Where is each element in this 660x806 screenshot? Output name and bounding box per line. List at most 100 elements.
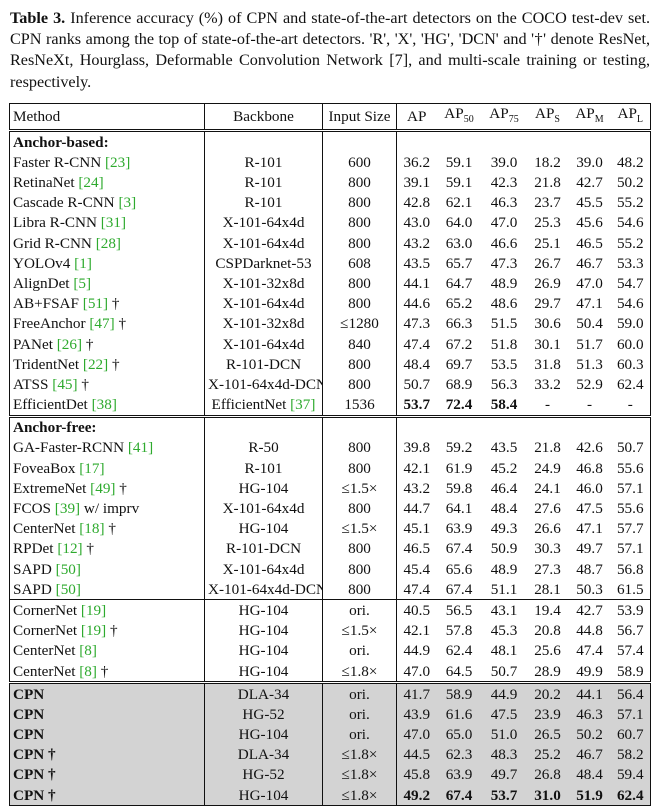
table-row: RPDet [12] † R-101-DCN 800 46.5 67.4 50.9 30.3… bbox=[9, 538, 651, 559]
method-name: FCOS bbox=[13, 500, 51, 517]
aps-value: 23.9 bbox=[526, 704, 569, 725]
input-size-cell: 800 bbox=[322, 374, 397, 395]
citation-link[interactable]: [17] bbox=[79, 459, 105, 477]
apm-value: 49.9 bbox=[576, 662, 603, 680]
method-name: CornerNet bbox=[13, 601, 78, 619]
backbone-name: HG-52 bbox=[242, 705, 285, 723]
backbone-cell: R-101 bbox=[204, 172, 323, 193]
citation-link[interactable]: [23] bbox=[104, 153, 131, 171]
citation-link[interactable]: [18] bbox=[79, 520, 105, 538]
ap75-value: 48.3 bbox=[481, 744, 527, 765]
method-suffix: † bbox=[44, 786, 56, 804]
caption-text: Inference accuracy (%) of CPN and state-… bbox=[10, 9, 651, 91]
header-apm: APM bbox=[568, 103, 611, 132]
apm-value: 46.3 bbox=[568, 704, 611, 725]
table-row: ATSS [45] † X-101-64x4d-DCN 800 50.7 68.9 56.… bbox=[9, 374, 651, 395]
citation-link[interactable]: [50] bbox=[55, 580, 81, 598]
table-row: CenterNet [18] † HG-104 ≤1.5× 45.1 63.9 49.3 2… bbox=[9, 518, 651, 539]
citation-link[interactable]: [49] bbox=[90, 479, 116, 497]
citation-link[interactable]: [51] bbox=[82, 295, 109, 313]
backbone-name: X-101-64x4d bbox=[222, 295, 305, 313]
table-row: AlignDet [5] X-101-32x8d 800 44.1 64.7 48.9 26… bbox=[9, 273, 651, 294]
citation-link[interactable]: [24] bbox=[78, 174, 104, 191]
backbone-name: R-101 bbox=[244, 459, 283, 477]
empty-cell bbox=[436, 129, 482, 153]
backbone-name: R-101 bbox=[244, 194, 283, 212]
backbone-name: R-50 bbox=[248, 439, 279, 457]
backbone-cell: R-101 bbox=[204, 458, 323, 479]
citation-link[interactable]: [3] bbox=[118, 194, 137, 212]
citation-link[interactable]: [8] bbox=[79, 642, 97, 660]
backbone-name: DLA-34 bbox=[237, 746, 290, 764]
empty-cell bbox=[610, 129, 651, 153]
backbone-name: HG-104 bbox=[238, 662, 289, 680]
empty-cell bbox=[526, 414, 569, 438]
citation-link[interactable]: [37] bbox=[286, 396, 316, 414]
apl-value: 60.3 bbox=[616, 355, 644, 373]
ap50-value: 65.7 bbox=[445, 254, 473, 272]
citation-link[interactable]: [28] bbox=[95, 234, 121, 252]
ap-value: 47.4 bbox=[403, 335, 431, 353]
citation-link[interactable]: [19] bbox=[80, 622, 107, 640]
aps-value: 27.3 bbox=[534, 560, 561, 578]
citation-link[interactable]: [5] bbox=[73, 274, 92, 292]
method-suffix: † bbox=[44, 746, 56, 764]
apm-value: 50.3 bbox=[576, 580, 603, 598]
citation-link[interactable]: [38] bbox=[91, 396, 117, 414]
method-name: CPN bbox=[13, 766, 45, 784]
backbone-name: R-101 bbox=[244, 174, 283, 191]
table-row: CPN HG-104 ori. 47.0 65.0 51.0 26.5 50.2 60.7 bbox=[9, 724, 651, 745]
ap75-value: 46.3 bbox=[490, 194, 518, 212]
ap50-value: 59.8 bbox=[445, 479, 473, 497]
backbone-cell: R-101-DCN bbox=[204, 354, 323, 375]
citation-link[interactable]: [19] bbox=[80, 601, 107, 619]
aps-value: 28.9 bbox=[534, 662, 561, 680]
citation-link[interactable]: [50] bbox=[55, 560, 81, 578]
aps-value: 26.8 bbox=[526, 764, 569, 786]
input-size-cell: 800 bbox=[322, 579, 397, 600]
input-size-cell: ori. bbox=[322, 704, 397, 725]
backbone-cell: HG-52 bbox=[204, 764, 323, 786]
table-row: GA-Faster-RCNN [41] R-50 800 39.8 59.2 43.5 21… bbox=[9, 437, 651, 459]
apm-value: 47.1 bbox=[576, 295, 603, 313]
table-row: EfficientDet [38] EfficientNet [37] 1536 53… bbox=[9, 394, 651, 417]
backbone-name: R-101-DCN bbox=[225, 540, 302, 558]
backbone-cell: X-101-64x4d bbox=[204, 293, 323, 314]
ap75-value: 56.3 bbox=[490, 375, 518, 393]
apm-value: 39.0 bbox=[576, 153, 603, 171]
citation-link[interactable]: [8] bbox=[79, 662, 97, 680]
backbone-name: X-101-64x4d-DCN bbox=[208, 580, 323, 598]
aps-value: 33.2 bbox=[534, 375, 561, 393]
ap50-value: 63.9 bbox=[445, 520, 473, 538]
citation-link[interactable]: [31] bbox=[100, 214, 127, 232]
citation-link[interactable]: [1] bbox=[74, 254, 92, 272]
method-cell: CPN bbox=[9, 704, 205, 725]
ap-value: 43.2 bbox=[403, 234, 431, 252]
citation-link[interactable]: [22] bbox=[82, 355, 109, 373]
apl-value: 53.3 bbox=[616, 254, 644, 272]
apl-value: 50.7 bbox=[616, 439, 644, 457]
method-cell: FoveaBox [17] bbox=[9, 458, 205, 479]
header-apl-base: AP bbox=[617, 105, 637, 122]
empty-cell bbox=[396, 129, 437, 153]
citation-link[interactable]: [26] bbox=[56, 335, 83, 353]
backbone-cell: HG-104 bbox=[204, 660, 323, 683]
citation-link[interactable]: [12] bbox=[57, 540, 83, 558]
citation-link[interactable]: [47] bbox=[89, 315, 115, 333]
aps-value: 25.6 bbox=[534, 642, 561, 660]
method-suffix: † bbox=[108, 355, 120, 373]
header-ap50: AP50 bbox=[436, 103, 482, 132]
header-backbone: Backbone bbox=[204, 103, 323, 132]
method-cell: SAPD [50] bbox=[9, 558, 205, 580]
table-row: CornerNet [19] † HG-104 ≤1.5× 42.1 57.8 45.3 2… bbox=[9, 620, 651, 641]
apl-value: 54.6 bbox=[616, 214, 644, 232]
method-name: EfficientDet bbox=[13, 396, 88, 414]
citation-link[interactable]: [45] bbox=[52, 375, 78, 393]
citation-link[interactable]: [39] bbox=[54, 500, 81, 517]
method-cell: EfficientDet [38] bbox=[9, 394, 205, 417]
table-row: RetinaNet [24] R-101 800 39.1 59.1 42.3 21.8 42… bbox=[9, 172, 651, 193]
ap75-value: 50.9 bbox=[490, 540, 518, 558]
aps-value: 26.9 bbox=[534, 274, 561, 292]
citation-link[interactable]: [41] bbox=[127, 439, 154, 457]
